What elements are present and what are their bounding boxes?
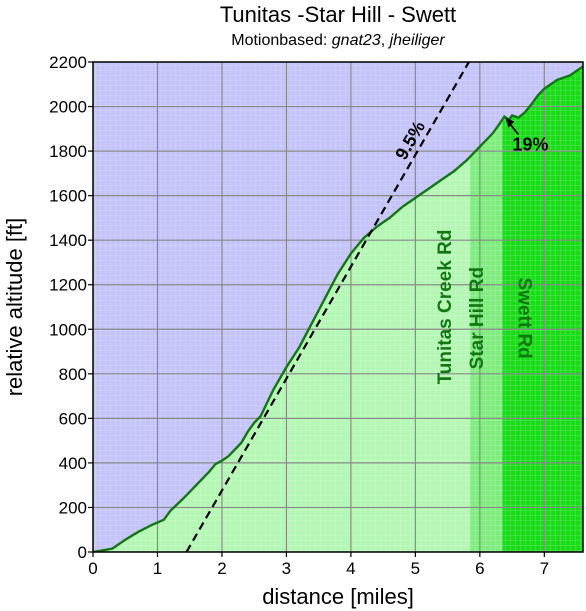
- x-tick-label: 2: [217, 559, 226, 578]
- grade-reference-line: [185, 62, 471, 552]
- y-tick-label: 1400: [49, 231, 87, 250]
- y-tick-label: 1600: [49, 187, 87, 206]
- x-tick-label: 0: [88, 559, 97, 578]
- y-tick-label: 800: [59, 365, 87, 384]
- x-tick-label: 4: [346, 559, 355, 578]
- annotation-arrowhead: [505, 117, 515, 128]
- x-tick-label: 6: [475, 559, 484, 578]
- plot-area: [93, 62, 583, 552]
- y-tick-label: 2000: [49, 98, 87, 117]
- x-tick-label: 5: [411, 559, 420, 578]
- x-tick-label: 7: [540, 559, 549, 578]
- y-tick-label: 2200: [49, 53, 87, 72]
- elevation-profile-line: [93, 65, 583, 552]
- annotation-label: 19%: [512, 135, 548, 155]
- y-tick-label: 1200: [49, 276, 87, 295]
- y-tick-label: 1000: [49, 320, 87, 339]
- grid-lines: [93, 62, 583, 552]
- y-tick-label: 200: [59, 498, 87, 517]
- road-labels: Tunitas Creek Rd Star Hill Rd Swett Rd: [435, 230, 535, 385]
- y-axis-label: relative altitude [ft]: [2, 218, 27, 397]
- y-tick-label: 1800: [49, 142, 87, 161]
- x-tick-label: 3: [282, 559, 291, 578]
- chart-title: Tunitas -Star Hill - Swett: [220, 2, 456, 27]
- plot-frame: [92, 61, 584, 553]
- x-tick-labels: 0 1 2 3 4 5 6 7: [88, 552, 549, 578]
- y-tick-labels: 0 200 400 600 800 1000 1200 1400 1600 1800 2000 220…: [49, 53, 93, 562]
- road-label: Tunitas Creek Rd: [435, 230, 456, 385]
- road-label: Star Hill Rd: [467, 267, 488, 369]
- steep-annotation: 19%: [505, 117, 548, 155]
- y-tick-label: 0: [78, 543, 87, 562]
- y-tick-label: 600: [59, 409, 87, 428]
- fine-grid: [93, 62, 583, 552]
- chart-subtitle: Motionbased: gnat23, jheiliger: [231, 32, 445, 49]
- road-label: Swett Rd: [514, 277, 535, 358]
- y-tick-label: 400: [59, 454, 87, 473]
- x-axis-label: distance [miles]: [262, 584, 414, 609]
- x-tick-label: 1: [153, 559, 162, 578]
